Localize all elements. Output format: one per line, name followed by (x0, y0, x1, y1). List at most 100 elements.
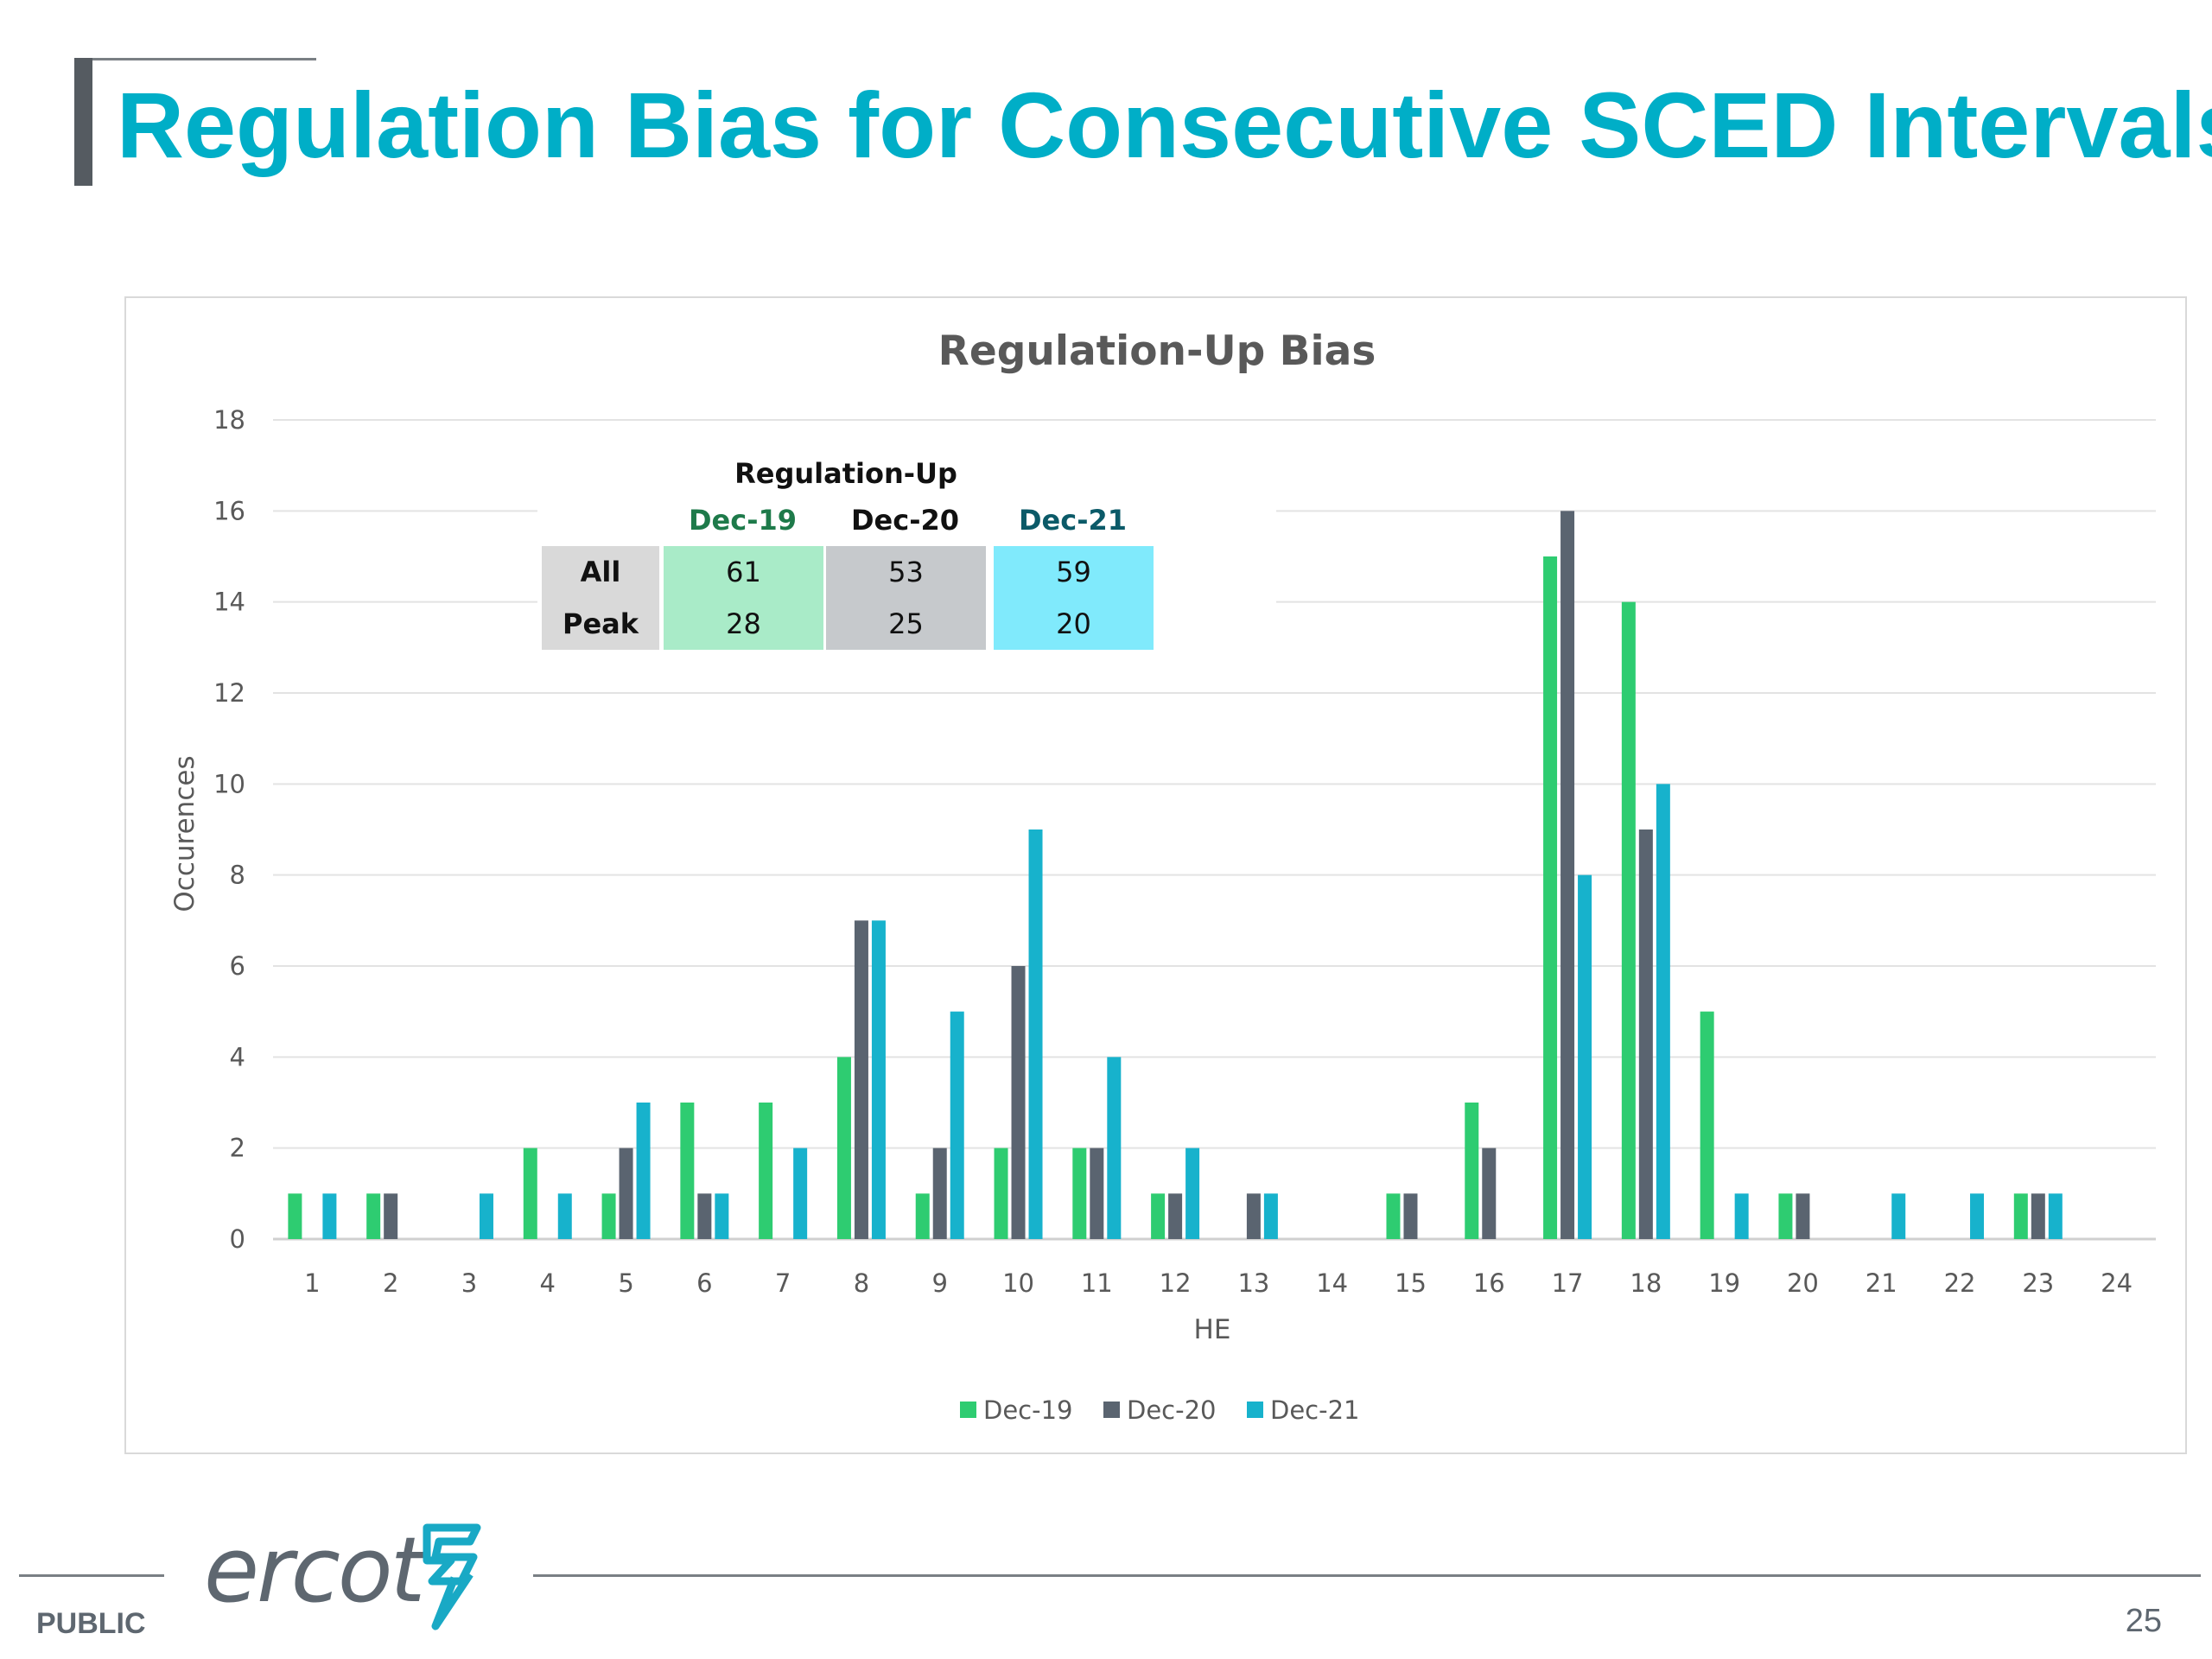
x-tick-label: 21 (1866, 1268, 1897, 1298)
summary-table-label-cell (542, 546, 659, 650)
x-tick-label: 14 (1316, 1268, 1348, 1298)
x-tick-label: 18 (1630, 1268, 1662, 1298)
x-tick-label: 3 (461, 1268, 477, 1298)
bar-dec-19 (1151, 1193, 1166, 1239)
legend-label: Dec-21 (1270, 1395, 1359, 1425)
bar-dec-19 (2013, 1193, 2028, 1239)
bar-dec-20 (1403, 1193, 1418, 1239)
x-tick-label: 16 (1473, 1268, 1505, 1298)
chart-frame: 0 2 4 6 8 10 12 14 16 18 1 2 3 4 5 6 7 8 9 10 11 12 13 14 15 16 17… (124, 296, 2187, 1454)
bar-dec-21 (1970, 1193, 1985, 1239)
bar-dec-21 (636, 1103, 651, 1239)
bar-dec-20 (1638, 830, 1653, 1239)
x-tick-label: 20 (1787, 1268, 1819, 1298)
bar-dec-20 (1090, 1147, 1104, 1239)
bar-dec-21 (793, 1147, 808, 1239)
x-tick-label: 13 (1237, 1268, 1269, 1298)
summary-table-value: 61 (726, 556, 761, 588)
ercot-logo: ercot (204, 1514, 506, 1643)
bar-dec-19 (836, 1057, 851, 1239)
x-tick-label: 1 (304, 1268, 320, 1298)
bar-dec-21 (1185, 1147, 1200, 1239)
bar-dec-20 (697, 1193, 712, 1239)
x-tick-label: 23 (2022, 1268, 2054, 1298)
summary-table-header: Dec-21 (1019, 504, 1127, 537)
bar-dec-19 (915, 1193, 930, 1239)
x-tick-label: 5 (618, 1268, 633, 1298)
y-tick-label: 12 (213, 678, 245, 708)
bar-dec-19 (680, 1103, 695, 1239)
bar-dec-19 (1072, 1147, 1087, 1239)
bar-dec-19 (601, 1193, 616, 1239)
x-axis-title: HE (1194, 1314, 1231, 1345)
bar-dec-19 (1543, 556, 1558, 1239)
summary-table-header: Dec-19 (689, 504, 797, 537)
footer-rule-right (533, 1574, 2201, 1577)
bar-dec-19 (994, 1147, 1008, 1239)
bar-dec-21 (1891, 1193, 1906, 1239)
bar-dec-21 (2048, 1193, 2063, 1239)
bar-dec-21 (557, 1193, 572, 1239)
bar-dec-21 (1107, 1057, 1122, 1239)
x-tick-label: 8 (854, 1268, 869, 1298)
x-tick-label: 22 (1944, 1268, 1976, 1298)
footer-classification: PUBLIC (36, 1607, 146, 1640)
x-tick-label: 10 (1002, 1268, 1034, 1298)
y-tick-label: 16 (213, 496, 245, 525)
legend-swatch-dec-21 (1247, 1402, 1263, 1418)
y-tick-label: 8 (230, 861, 245, 890)
summary-table-header: Dec-20 (851, 504, 959, 537)
y-tick-label: 18 (213, 405, 245, 435)
bar-dec-20 (1011, 966, 1026, 1239)
bar-dec-21 (1028, 830, 1043, 1239)
chart-title: Regulation-Up Bias (938, 327, 1376, 375)
legend-label: Dec-20 (1127, 1395, 1216, 1425)
bar-dec-20 (1246, 1193, 1261, 1239)
bar-dec-21 (1734, 1193, 1749, 1239)
bar-dec-21 (1263, 1193, 1278, 1239)
bar-dec-20 (1168, 1193, 1183, 1239)
y-axis-title: Occurences (169, 755, 200, 912)
bar-dec-19 (288, 1193, 302, 1239)
bar-dec-19 (1621, 601, 1636, 1239)
title-accent-bar (74, 58, 92, 186)
y-tick-label: 10 (213, 769, 245, 798)
bar-dec-20 (619, 1147, 633, 1239)
summary-table-row-label: Peak (563, 607, 639, 640)
legend-swatch-dec-19 (960, 1402, 976, 1418)
summary-table-value: 28 (726, 607, 761, 640)
bar-dec-21 (1578, 874, 1592, 1239)
bar-dec-20 (854, 920, 868, 1239)
bar-dec-21 (950, 1011, 964, 1239)
summary-table-column-cell (826, 546, 986, 650)
summary-table-column-cell (994, 546, 1154, 650)
lightning-icon (423, 1523, 481, 1630)
bar-dec-21 (479, 1193, 493, 1239)
bar-dec-21 (715, 1193, 729, 1239)
summary-table-title: Regulation-Up (734, 457, 957, 490)
footer-rule-left (19, 1574, 164, 1577)
x-tick-label: 17 (1552, 1268, 1584, 1298)
x-tick-label: 24 (2101, 1268, 2133, 1298)
x-tick-label: 19 (1708, 1268, 1740, 1298)
bar-dec-20 (384, 1193, 398, 1239)
bar-dec-19 (1386, 1193, 1401, 1239)
summary-table-value: 25 (888, 607, 924, 640)
bar-dec-19 (1465, 1103, 1479, 1239)
x-tick-label: 4 (540, 1268, 556, 1298)
bar-dec-21 (1656, 784, 1670, 1239)
summary-table-value: 20 (1056, 607, 1091, 640)
y-tick-label: 6 (230, 951, 245, 981)
bar-dec-20 (1482, 1147, 1497, 1239)
bar-dec-21 (871, 920, 886, 1239)
bar-dec-21 (322, 1193, 337, 1239)
x-tick-label: 15 (1395, 1268, 1427, 1298)
x-tick-label: 9 (932, 1268, 948, 1298)
y-tick-label: 4 (230, 1042, 245, 1071)
bar-dec-19 (523, 1147, 537, 1239)
bar-dec-19 (366, 1193, 381, 1239)
summary-table-column-cell (664, 546, 823, 650)
bar-dec-19 (759, 1103, 773, 1239)
bar-dec-19 (1700, 1011, 1714, 1239)
